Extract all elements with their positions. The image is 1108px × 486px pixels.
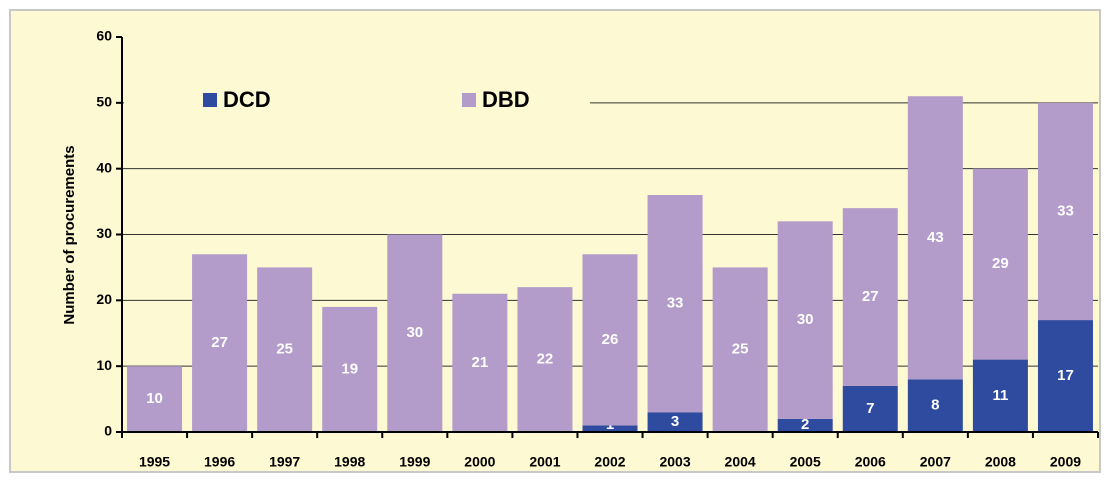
bar-segment [712,267,768,432]
data-label: 27 [862,288,879,305]
bar-segment [127,366,183,432]
data-label: 11 [992,387,1008,404]
x-tick-label: 2004 [725,454,756,470]
legend-swatch [462,93,476,107]
legend-background [124,45,590,125]
bar-segment [647,412,703,432]
x-tick-label: 2000 [464,454,495,470]
x-tick-label: 1996 [204,454,235,470]
bar-segment [972,168,1028,360]
x-tick-label: 1997 [269,454,300,470]
bar-segment [1037,102,1093,321]
x-tick-label: 2007 [920,454,951,470]
data-label: 19 [341,360,358,377]
x-tick-label: 1995 [139,454,170,470]
legend-swatch [203,93,217,107]
data-label: 10 [146,390,163,407]
y-tick-label: 0 [104,423,112,439]
x-tick-label: 1998 [334,454,365,470]
bar-segment [907,379,963,432]
bar-segment [972,359,1028,432]
legend-label: DCD [223,87,271,112]
x-tick-label: 2009 [1050,454,1081,470]
bar-segment [257,267,313,432]
bar-segment [322,306,378,432]
bar-segment [582,254,638,426]
data-label: 43 [927,229,944,246]
y-tick-label: 30 [96,225,112,241]
bar-segment [907,96,963,380]
data-label: 3 [671,413,679,430]
x-tick-label: 2002 [594,454,625,470]
data-label: 30 [406,324,423,341]
bar-segment [387,234,443,432]
bar-segment [582,425,638,432]
y-tick-label: 60 [96,28,112,44]
data-label: 22 [537,351,554,368]
legend-label: DBD [482,87,530,112]
x-tick-label: 2006 [855,454,886,470]
y-tick-label: 20 [96,291,112,307]
bar-segment [192,254,248,432]
bar-segment [517,287,573,432]
bar-segment [777,221,833,419]
bar-segment [452,293,508,432]
bar-segment [842,385,898,432]
data-label: 17 [1057,367,1074,384]
data-label: 8 [931,397,939,414]
y-tick-label: 10 [96,357,112,373]
data-label: 25 [276,341,293,358]
x-tick-label: 2001 [529,454,560,470]
data-label: 27 [211,334,228,351]
data-label: 33 [1057,202,1074,219]
y-tick-label: 50 [96,94,112,110]
x-tick-label: 2008 [985,454,1016,470]
y-tick-label: 40 [96,159,112,175]
bar-segment [647,195,703,413]
data-label: 25 [732,341,749,358]
y-axis-label: Number of procurements [61,145,78,324]
x-tick-label: 2005 [790,454,821,470]
data-label: 21 [472,354,489,371]
data-label: 26 [602,331,619,348]
data-label: 2 [801,416,809,433]
x-tick-label: 1999 [399,454,430,470]
bar-segment [777,418,833,432]
bar-segment [842,208,898,386]
x-tick-label: 2003 [659,454,690,470]
data-label: 29 [992,255,1009,272]
data-label: 30 [797,311,814,328]
bar-segment [1037,320,1093,432]
data-label: 33 [667,295,684,312]
data-label: 7 [866,400,874,417]
